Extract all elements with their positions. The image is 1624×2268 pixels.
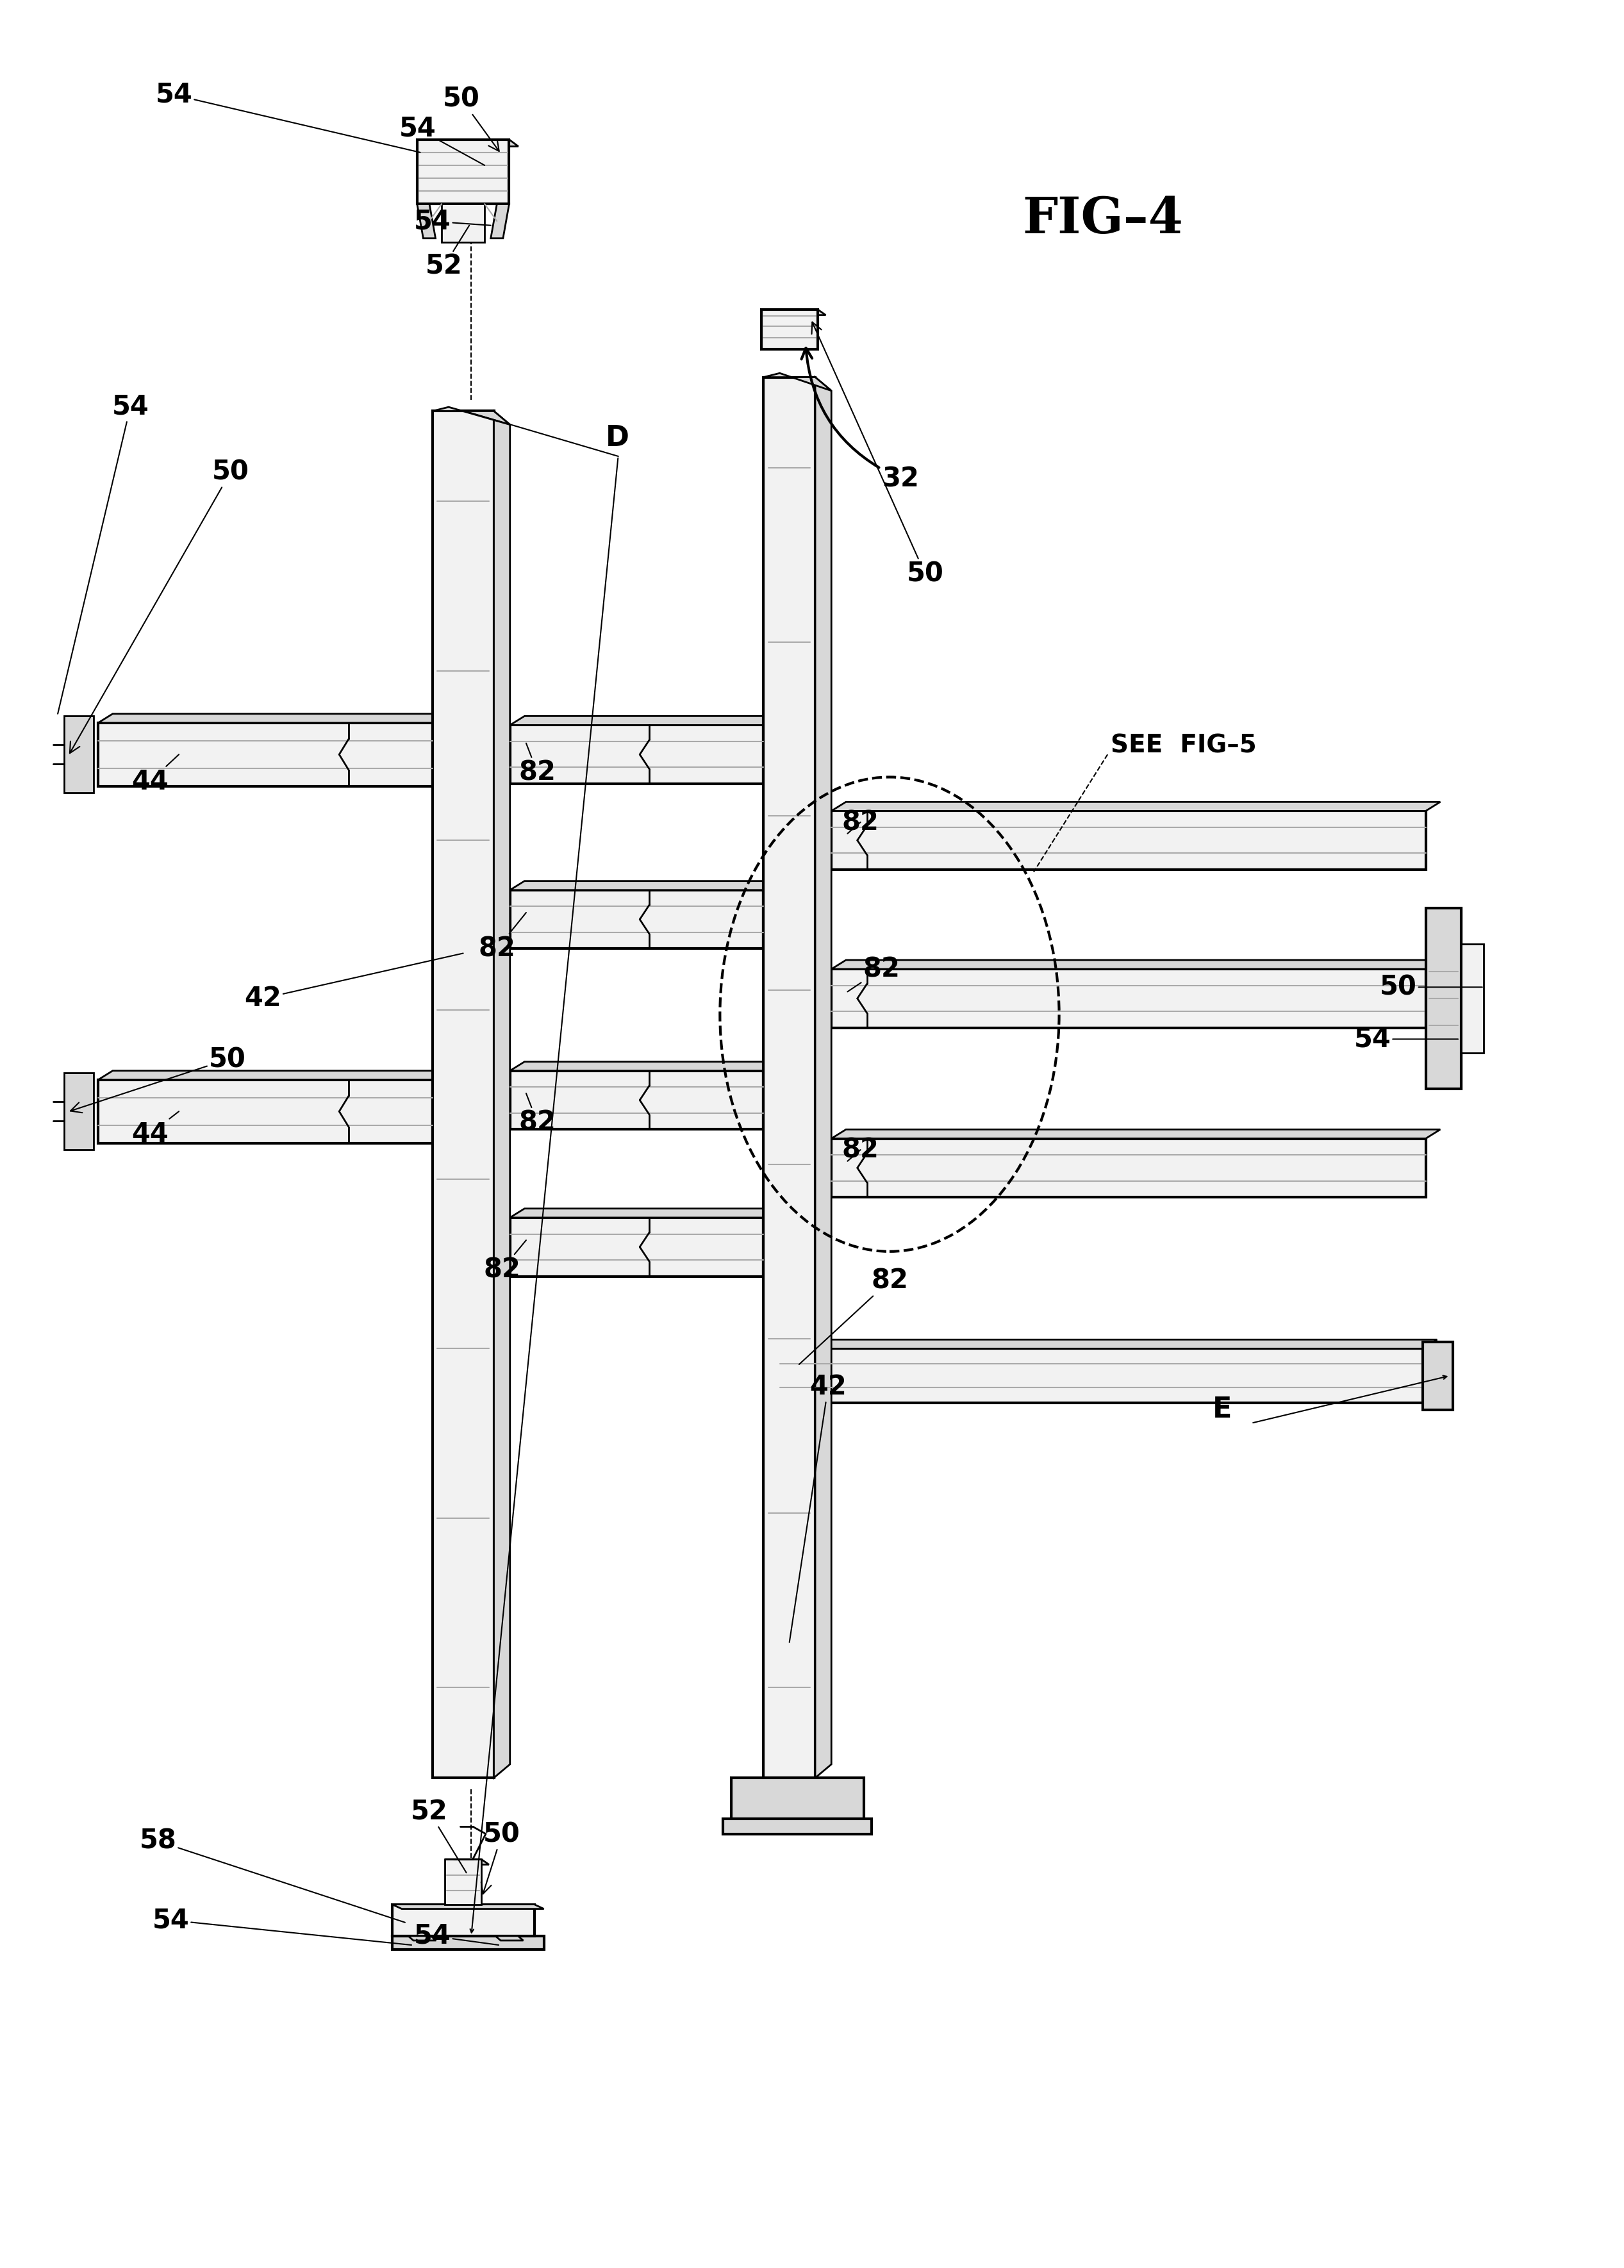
Text: 82: 82 — [520, 744, 555, 787]
Polygon shape — [831, 812, 1426, 869]
Polygon shape — [831, 968, 1426, 1027]
Polygon shape — [417, 141, 518, 147]
Polygon shape — [763, 376, 815, 1778]
Polygon shape — [417, 141, 510, 204]
Polygon shape — [731, 1778, 864, 1819]
Text: 52: 52 — [425, 225, 469, 279]
Text: 54: 54 — [58, 392, 149, 714]
Text: 32: 32 — [802, 347, 919, 492]
Polygon shape — [510, 889, 763, 948]
Polygon shape — [432, 411, 494, 1778]
Text: 42: 42 — [244, 953, 463, 1012]
Polygon shape — [510, 717, 778, 726]
Text: 82: 82 — [848, 955, 900, 991]
Text: 42: 42 — [789, 1374, 846, 1642]
Polygon shape — [97, 1080, 432, 1143]
Text: 82: 82 — [841, 810, 879, 835]
Polygon shape — [762, 308, 825, 315]
Bar — [1426, 907, 1462, 1089]
Polygon shape — [510, 1061, 778, 1070]
Text: FIG–4: FIG–4 — [1023, 195, 1184, 243]
Polygon shape — [432, 406, 510, 424]
Polygon shape — [762, 308, 817, 349]
Polygon shape — [445, 1860, 481, 1905]
Polygon shape — [831, 959, 1440, 968]
Text: 50: 50 — [70, 458, 248, 753]
Polygon shape — [510, 1209, 778, 1218]
Text: 82: 82 — [520, 1093, 555, 1136]
Text: E: E — [1213, 1395, 1233, 1424]
Polygon shape — [510, 1070, 763, 1129]
Polygon shape — [510, 1218, 763, 1277]
Polygon shape — [780, 1349, 1423, 1404]
Text: 54: 54 — [414, 209, 490, 236]
Text: 82: 82 — [841, 1136, 879, 1163]
Polygon shape — [723, 1819, 872, 1835]
Text: 54: 54 — [153, 1907, 411, 1946]
Text: 50: 50 — [481, 1821, 520, 1894]
Polygon shape — [97, 714, 447, 723]
Text: 50: 50 — [443, 86, 499, 152]
Bar — [65, 717, 93, 794]
Polygon shape — [391, 1905, 534, 1937]
Polygon shape — [495, 1937, 523, 1941]
Text: 52: 52 — [411, 1799, 466, 1873]
Text: 82: 82 — [799, 1268, 908, 1365]
Bar — [1423, 1343, 1453, 1411]
Text: 82: 82 — [484, 1241, 526, 1284]
Polygon shape — [815, 376, 831, 1778]
Polygon shape — [831, 803, 1440, 812]
Polygon shape — [763, 374, 831, 390]
Polygon shape — [831, 1129, 1440, 1139]
Polygon shape — [97, 1070, 447, 1080]
Text: 50: 50 — [70, 1046, 245, 1114]
Text: 50: 50 — [812, 322, 944, 587]
Text: 58: 58 — [140, 1828, 404, 1923]
Polygon shape — [391, 1905, 544, 1910]
Text: 44: 44 — [132, 755, 179, 796]
Text: SEE  FIG–5: SEE FIG–5 — [1111, 733, 1257, 758]
Polygon shape — [780, 1340, 1437, 1349]
Text: D: D — [606, 424, 628, 451]
Polygon shape — [445, 1860, 489, 1864]
Text: 54: 54 — [1354, 1025, 1458, 1052]
Polygon shape — [408, 1937, 435, 1941]
Polygon shape — [510, 880, 778, 889]
Polygon shape — [97, 723, 432, 787]
Text: 54: 54 — [414, 1923, 499, 1950]
Text: 82: 82 — [479, 912, 526, 962]
Text: 44: 44 — [132, 1111, 179, 1148]
Polygon shape — [494, 411, 510, 1778]
Polygon shape — [831, 1139, 1426, 1198]
Text: 54: 54 — [156, 82, 421, 152]
Polygon shape — [490, 204, 510, 238]
Polygon shape — [510, 726, 763, 785]
Bar — [1462, 943, 1484, 1052]
Bar — [65, 1073, 93, 1150]
Polygon shape — [442, 204, 484, 243]
Text: 50: 50 — [1380, 973, 1483, 1000]
Text: 54: 54 — [400, 116, 484, 166]
Polygon shape — [417, 204, 435, 238]
Polygon shape — [391, 1937, 544, 1950]
